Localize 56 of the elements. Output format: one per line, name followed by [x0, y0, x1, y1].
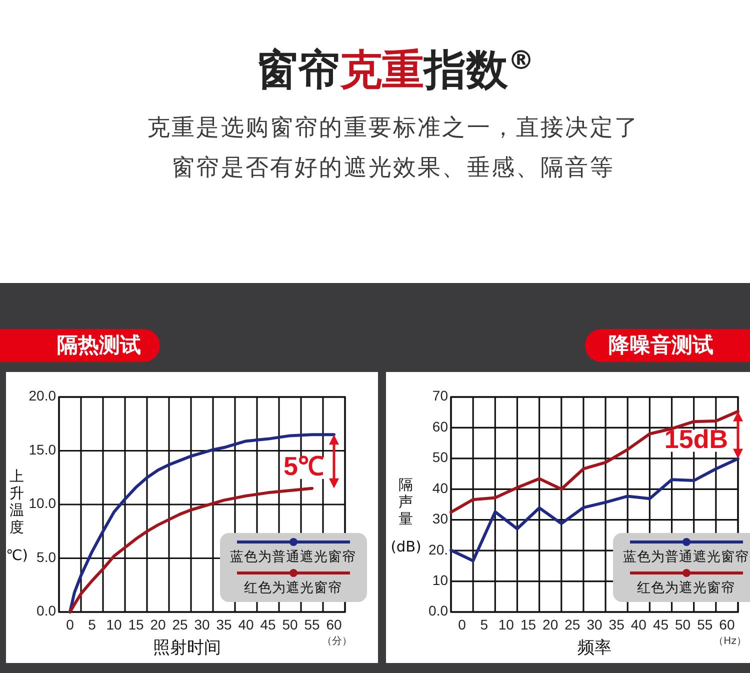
x-tick-label: 5 — [88, 616, 96, 633]
y-axis-title: 隔声量(dB) — [390, 477, 422, 556]
x-tick-label: 35 — [608, 616, 625, 633]
annotation: 5℃ — [284, 450, 324, 481]
x-tick-label: 15 — [520, 616, 536, 633]
legend-label: 蓝色为普通遮光窗帘 — [623, 548, 749, 565]
text: 克重是选购窗帘的重要标准之一，直接决定了窗帘是否有好的遮光效果、垂感、隔音等 — [147, 115, 639, 181]
text: （Hz） — [714, 636, 746, 647]
x-axis-title: 照射时间 — [153, 638, 221, 658]
y-tick-label: 0.0 — [36, 602, 56, 619]
y-axis-title: 上升温度℃) — [6, 468, 28, 564]
x-tick-label: 45 — [260, 616, 276, 633]
x-tick-label: 5 — [480, 616, 488, 633]
x-tick-label: 25 — [172, 616, 188, 633]
x-tick-label: 55 — [304, 616, 320, 633]
x-tick-label: 50 — [282, 616, 298, 633]
y-tick-label: 20.0 — [28, 388, 56, 404]
x-tick-label: 0 — [66, 616, 74, 633]
x-tick-label: 55 — [697, 616, 713, 633]
y-tick-label: 40 — [432, 480, 448, 496]
y-tick-label: 15.0 — [28, 441, 56, 458]
y-tick-label: 20. — [428, 541, 448, 558]
text: 窗帘克重指数$^{®}$ — [256, 45, 534, 94]
x-tick-label: 40 — [630, 616, 647, 633]
y-tick-label: 70 — [432, 388, 448, 404]
y-tick-label: 30 — [432, 510, 448, 527]
x-axis-title: 频率 — [578, 638, 612, 658]
chart-title: 降噪音测试 — [608, 332, 714, 357]
y-tick-label: 10.0 — [28, 495, 56, 512]
legend-label: 红色为遮光窗帘 — [244, 580, 342, 596]
x-tick-label: 10 — [106, 616, 122, 633]
legend-label: 红色为遮光窗帘 — [637, 580, 735, 596]
y-tick-label: 60 — [432, 418, 448, 434]
x-tick-label: 30 — [586, 616, 602, 633]
text: （分） — [322, 634, 352, 647]
x-tick-label: 10 — [498, 616, 514, 633]
x-tick-label: 40 — [238, 616, 254, 633]
x-tick-label: 15 — [128, 616, 144, 633]
x-tick-label: 20 — [150, 616, 166, 633]
chart-title: 隔热测试 — [57, 332, 141, 357]
y-tick-label: 0.0 — [428, 602, 448, 619]
annotation: 15dB — [664, 424, 728, 454]
y-tick-label: 10 — [432, 572, 448, 588]
x-tick-label: 35 — [216, 616, 232, 633]
x-tick-label: 0 — [458, 616, 466, 633]
x-tick-label: 60 — [719, 616, 735, 633]
x-tick-label: 25 — [564, 616, 580, 633]
x-tick-label: 45 — [652, 616, 669, 633]
x-tick-label: 50 — [675, 616, 691, 633]
y-tick-label: 5.0 — [36, 548, 56, 565]
x-tick-label: 60 — [326, 616, 342, 633]
legend-label: 蓝色为普通遮光窗帘 — [230, 548, 356, 565]
line-series — [68, 486, 314, 614]
x-tick-label: 30 — [194, 616, 210, 633]
x-tick-label: 20 — [542, 616, 558, 633]
y-tick-label: 50 — [432, 449, 448, 466]
